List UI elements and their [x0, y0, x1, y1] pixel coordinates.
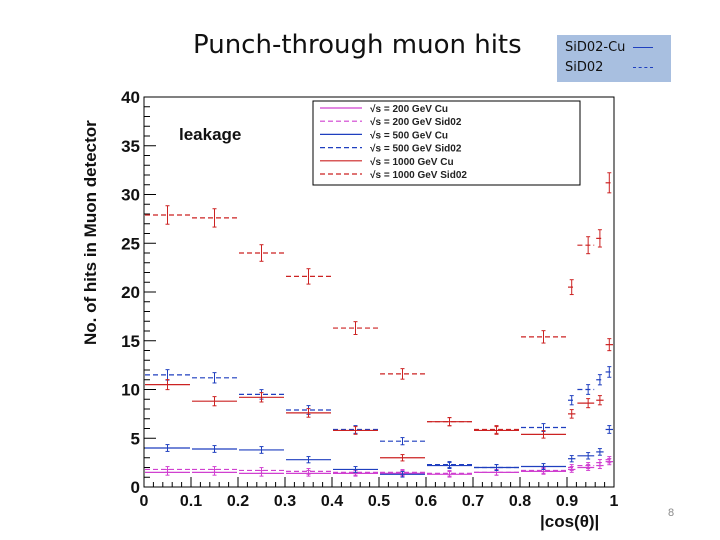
legend-label: √s = 200 GeV Sid02 — [370, 117, 462, 128]
chart-annotation: leakage — [179, 125, 241, 144]
chart-legend: √s = 200 GeV Cu √s = 200 GeV Sid02 √s = 50… — [312, 100, 581, 186]
key-line-solid — [633, 47, 653, 48]
axis-ticks: 0 0.1 0.2 0.3 0.4 0.5 0.6 0.7 0.8 0.9 105101520253… — [121, 88, 618, 510]
key-label-sid02: SiD02 — [565, 60, 604, 75]
x-tick-label: 0.6 — [415, 493, 437, 510]
y-tick-label: 10 — [121, 381, 140, 400]
legend-label: √s = 500 GeV Sid02 — [370, 144, 462, 155]
series-key-box: SiD02-Cu SiD02 — [557, 35, 671, 82]
data-series — [145, 172, 613, 478]
page-number: 8 — [668, 507, 675, 519]
y-tick-label: 30 — [121, 186, 140, 205]
legend-label: √s = 1000 GeV Cu — [370, 157, 454, 168]
key-label-sid02-cu: SiD02-Cu — [565, 40, 626, 55]
y-tick-label: 25 — [121, 234, 140, 253]
legend-label: √s = 1000 GeV Sid02 — [370, 170, 467, 181]
key-line-dashed — [633, 67, 653, 68]
y-tick-label: 5 — [131, 429, 140, 448]
series-5 — [145, 172, 613, 434]
slide-title: Punch-through muon hits — [193, 30, 522, 60]
y-tick-label: 35 — [121, 137, 140, 156]
x-tick-label: 0.4 — [321, 493, 343, 510]
y-axis-label: No. of hits in Muon detector — [81, 120, 100, 345]
legend-entries: √s = 200 GeV Cu √s = 200 GeV Sid02 √s = 50… — [320, 104, 467, 181]
y-tick-label: 15 — [121, 332, 140, 351]
x-axis-label: |cos(θ)| — [540, 512, 599, 531]
x-tick-label: 0.2 — [227, 493, 249, 510]
legend-label: √s = 500 GeV Cu — [370, 130, 448, 141]
x-tick-label: 0.9 — [556, 493, 578, 510]
x-tick-label: 0.1 — [180, 493, 202, 510]
y-tick-label: 0 — [131, 478, 140, 497]
legend-label: √s = 200 GeV Cu — [370, 104, 448, 115]
x-tick-label: 0.8 — [509, 493, 531, 510]
y-tick-label: 20 — [121, 283, 140, 302]
x-tick-label: 1 — [610, 493, 619, 510]
x-tick-label: 0.5 — [368, 493, 390, 510]
y-tick-label: 40 — [121, 88, 140, 107]
legend-frame — [312, 100, 581, 186]
series-4 — [145, 338, 613, 462]
x-tick-label: 0.3 — [274, 493, 296, 510]
series-1 — [145, 456, 613, 477]
x-tick-label: 0.7 — [462, 493, 484, 510]
x-tick-label: 0 — [140, 493, 149, 510]
